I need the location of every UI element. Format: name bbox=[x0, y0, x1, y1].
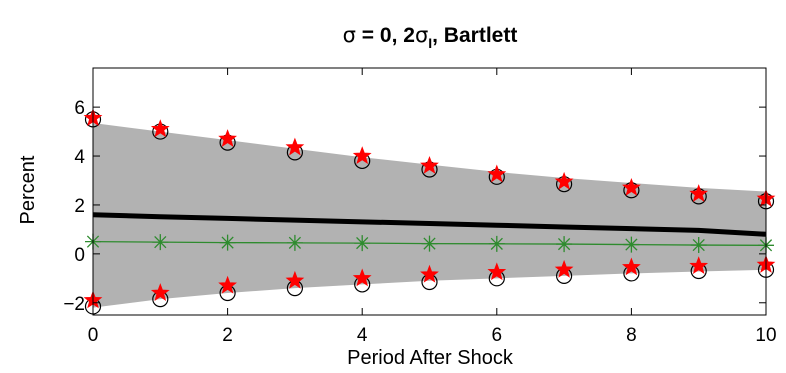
x-tick-label-4: 4 bbox=[357, 325, 368, 346]
asterisk-point-8 bbox=[623, 236, 640, 253]
star-point-s4-3 bbox=[285, 137, 305, 156]
asterisk-point-7 bbox=[556, 236, 573, 253]
x-axis-label: Period After Shock bbox=[347, 347, 514, 369]
title-end: , Bartlett bbox=[432, 24, 517, 47]
star-point-s4-4 bbox=[352, 146, 372, 165]
star-point-s4-2 bbox=[218, 129, 237, 147]
star-point-s5-7 bbox=[554, 259, 574, 278]
title-sigma-1: σ bbox=[343, 23, 356, 47]
title-subscript: I bbox=[428, 35, 432, 51]
star-point-s4-1 bbox=[150, 119, 170, 138]
title-mid: = 0, 2 bbox=[356, 24, 415, 47]
axes-box bbox=[92, 67, 767, 316]
asterisk-point-1 bbox=[152, 234, 169, 251]
star-point-s4-8 bbox=[622, 177, 641, 196]
x-tick-label-2: 2 bbox=[222, 325, 233, 346]
y-tick-label-4: 4 bbox=[74, 147, 85, 168]
star-point-s5-8 bbox=[622, 257, 641, 276]
star-point-s4-7 bbox=[554, 171, 574, 190]
star-point-s4-6 bbox=[487, 164, 507, 183]
star-point-s5-3 bbox=[285, 270, 305, 289]
asterisk-point-4 bbox=[354, 235, 371, 252]
star-point-s5-1 bbox=[150, 283, 170, 301]
star-point-s4-9 bbox=[689, 184, 709, 202]
y-tick-label-2: 2 bbox=[74, 196, 85, 217]
asterisk-point-9 bbox=[690, 237, 707, 254]
chart-title: σ = 0, 2σI, Bartlett bbox=[343, 23, 518, 51]
y-tick-label-0: 0 bbox=[74, 245, 85, 266]
asterisk-point-3 bbox=[286, 234, 303, 251]
x-tick-label-0: 0 bbox=[88, 325, 99, 346]
asterisk-point-5 bbox=[421, 235, 438, 252]
y-tick-label--2: −2 bbox=[63, 294, 85, 315]
asterisk-point-6 bbox=[488, 235, 505, 252]
star-point-s5-2 bbox=[218, 275, 237, 294]
title-sigma-2: σ bbox=[415, 23, 428, 47]
star-point-s5-4 bbox=[352, 268, 372, 287]
y-tick-label-6: 6 bbox=[74, 98, 85, 119]
x-tick-label-10: 10 bbox=[755, 325, 776, 346]
x-tick-label-8: 8 bbox=[626, 325, 637, 346]
asterisk-point-2 bbox=[219, 234, 236, 251]
star-point-s5-5 bbox=[420, 264, 439, 283]
x-tick-label-6: 6 bbox=[492, 325, 503, 346]
confidence-band bbox=[93, 123, 766, 308]
star-point-s5-6 bbox=[487, 262, 507, 281]
star-point-s4-5 bbox=[420, 155, 439, 174]
star-point-s5-9 bbox=[689, 256, 709, 275]
series-line-black bbox=[92, 212, 767, 237]
y-axis-label: Percent bbox=[17, 155, 39, 224]
